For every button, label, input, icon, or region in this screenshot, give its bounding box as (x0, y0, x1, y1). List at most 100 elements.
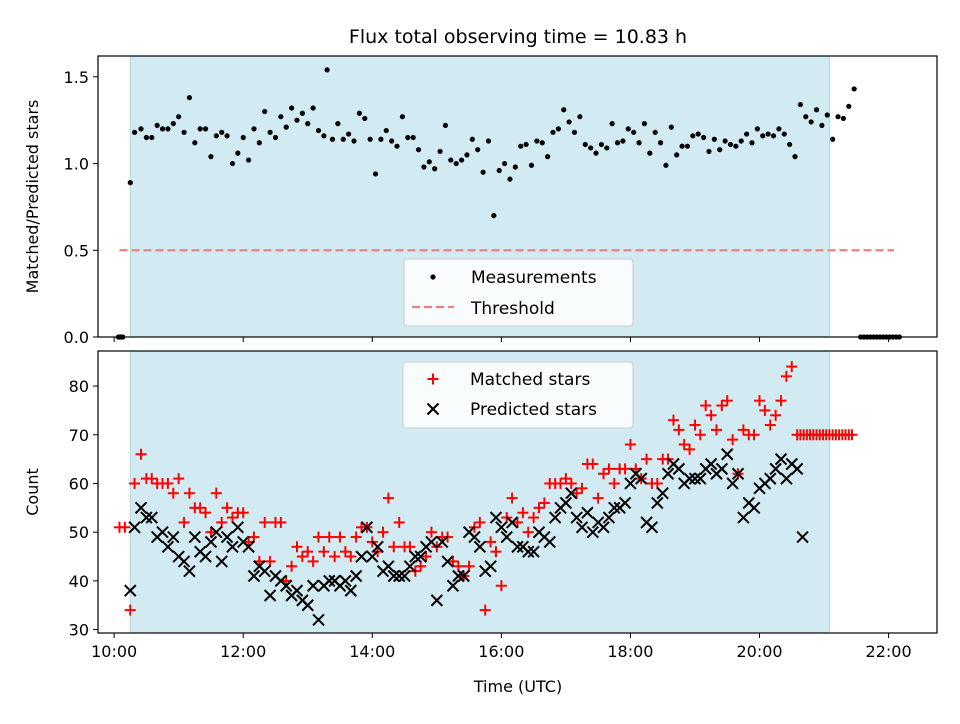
marker-stroke (226, 540, 239, 553)
marker-stroke (323, 574, 336, 588)
measurement-point (340, 136, 346, 142)
measurement-point (717, 147, 723, 153)
matched-star-point (425, 526, 437, 538)
measurement-point (399, 114, 406, 120)
marker-stroke (242, 540, 255, 553)
top-legend-box (403, 258, 634, 327)
marker-stroke (156, 525, 169, 539)
measurement-point (641, 121, 648, 127)
predicted-star-point (226, 540, 239, 553)
predicted-star-point (204, 535, 218, 549)
predicted-star-point (344, 584, 357, 597)
predicted-star-point (651, 496, 664, 510)
matched-star-point (452, 560, 464, 572)
predicted-star-point (489, 511, 503, 524)
measurement-point (711, 136, 717, 142)
marker-stroke (414, 550, 427, 563)
measurement-point (598, 141, 605, 148)
matched-star-point (129, 477, 141, 489)
marker-stroke (645, 521, 659, 534)
predicted-star-point (430, 594, 444, 607)
marker-stroke (371, 540, 384, 553)
matched-star-point (194, 502, 206, 514)
predicted-star-point (624, 477, 637, 490)
measurement-point (808, 119, 814, 125)
marker-stroke (140, 511, 153, 524)
measurement-point (620, 138, 626, 144)
measurement-point (550, 129, 556, 135)
matched-star-point (846, 429, 858, 441)
predicted-star-point (731, 467, 745, 480)
matched-star-point (302, 546, 314, 558)
marker-stroke (527, 545, 540, 558)
matched-star-point (721, 395, 733, 407)
matched-star-point (388, 541, 400, 553)
predicted-star-point (183, 564, 196, 578)
matched-star-point (404, 541, 416, 553)
marker-stroke (624, 477, 637, 490)
marker-stroke (188, 530, 202, 544)
bottom-legend-box (402, 361, 634, 429)
marker-stroke (177, 555, 191, 568)
legend-measurement-marker (430, 274, 436, 280)
measurement-point (813, 107, 820, 113)
matched-star-point (598, 468, 610, 480)
marker-stroke (403, 560, 417, 573)
measurement-point (389, 138, 395, 144)
measurement-point (154, 122, 160, 128)
measurement-point (383, 127, 389, 134)
marker-stroke (426, 402, 440, 416)
predicted-star-point (548, 511, 562, 524)
predicted-star-point (387, 569, 401, 583)
measurement-point (722, 138, 728, 144)
marker-stroke (565, 487, 578, 500)
marker-stroke (764, 472, 777, 485)
marker-stroke (145, 511, 158, 524)
predicted-star-point (457, 569, 470, 583)
marker-stroke (597, 521, 610, 534)
predicted-star-point (280, 579, 293, 592)
marker-stroke (704, 457, 718, 471)
matched-star-point (641, 453, 653, 465)
measurement-point (272, 134, 279, 141)
predicted-star-point (597, 521, 610, 534)
measurement-point (534, 138, 540, 144)
predicted-star-point (715, 462, 729, 476)
predicted-star-point (764, 472, 777, 485)
matched-star-point (565, 477, 577, 489)
y-tick-label: 0.5 (64, 241, 89, 260)
marker-stroke (790, 462, 804, 476)
marker-stroke (672, 462, 686, 476)
marker-stroke (484, 560, 497, 573)
matched-star-point (592, 492, 604, 504)
matched-star-point (506, 492, 518, 504)
measurement-point (219, 129, 225, 135)
matched-star-point (124, 604, 136, 616)
measurement-point (485, 138, 492, 144)
marker-stroke (258, 564, 271, 578)
measurement-point (690, 133, 696, 139)
matched-star-point (296, 551, 308, 563)
matched-star-point (608, 477, 620, 489)
measurement-point (394, 143, 400, 149)
predicted-star-point (661, 467, 675, 480)
predicted-star-point (306, 579, 320, 592)
matched-star-point (259, 516, 271, 528)
predicted-star-point (382, 560, 395, 573)
matched-star-point (775, 395, 787, 407)
marker-stroke (409, 550, 422, 563)
matched-star-point (323, 531, 335, 543)
marker-stroke (511, 540, 524, 553)
measurement-point (593, 150, 599, 156)
measurement-point (819, 122, 825, 128)
star-count-points (114, 361, 858, 627)
marker-stroke (425, 535, 438, 549)
predicted-star-point (199, 550, 212, 563)
marker-stroke (634, 472, 648, 485)
marker-stroke (688, 472, 702, 485)
measurement-point (458, 157, 465, 163)
measurement-point (410, 134, 416, 141)
marker-stroke (559, 496, 573, 510)
measurement-point (294, 117, 300, 123)
